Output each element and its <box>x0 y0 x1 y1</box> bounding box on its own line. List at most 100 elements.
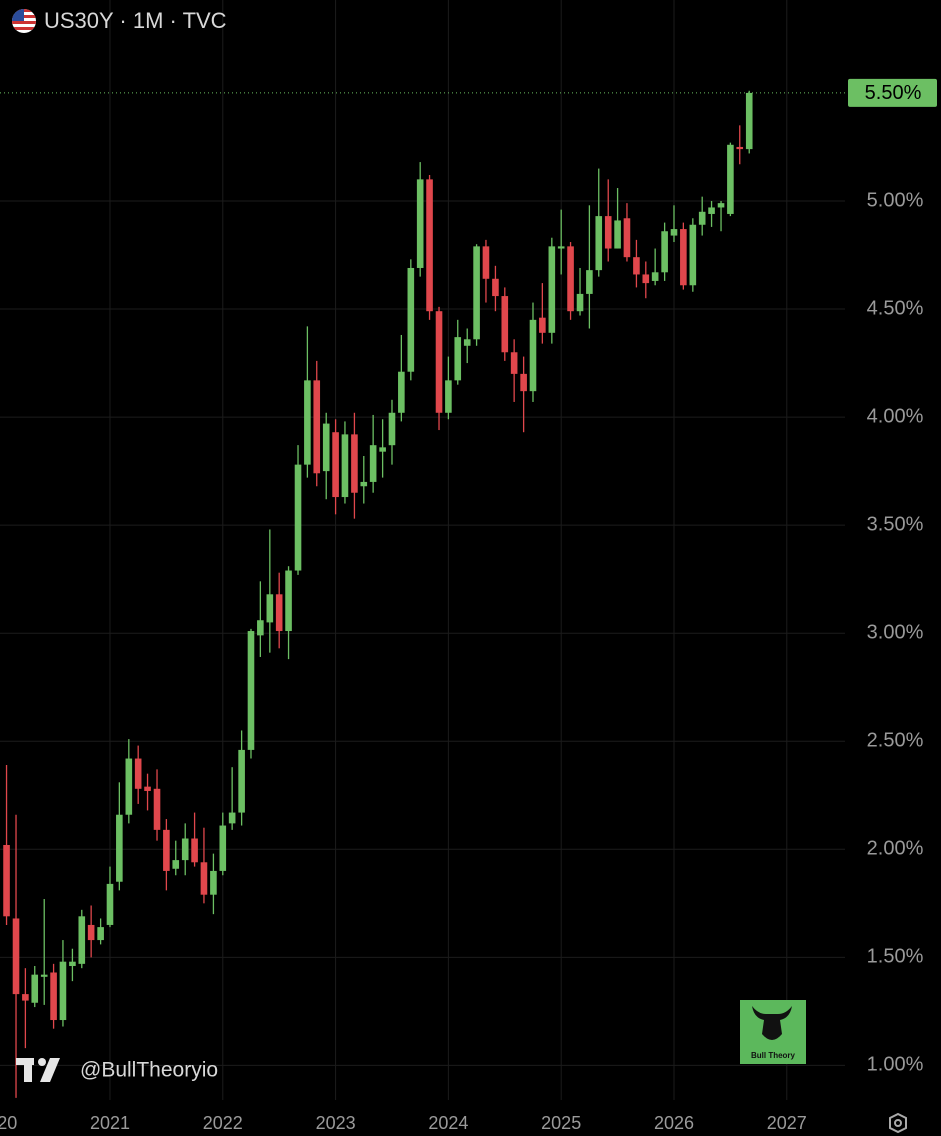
candle-body <box>473 246 480 340</box>
candle-body <box>426 179 433 312</box>
candle-body <box>642 274 650 284</box>
candle-body <box>633 257 640 275</box>
candle-body <box>332 432 339 498</box>
candle-body <box>586 270 593 294</box>
candle-body <box>228 812 236 824</box>
candle-body <box>727 144 734 214</box>
y-tick-label: 1.00% <box>867 1054 924 1076</box>
logo-text: Bull Theory <box>751 1051 796 1060</box>
candle-body <box>604 216 612 249</box>
candle-body <box>40 974 48 977</box>
candle-body <box>125 758 133 815</box>
candle-body <box>745 92 753 150</box>
candle-body <box>275 594 283 632</box>
candle-body <box>285 570 292 632</box>
candle-body <box>445 380 452 413</box>
candle-body <box>539 317 546 333</box>
candle-body <box>520 373 527 392</box>
candle-body <box>69 961 76 967</box>
candle-body <box>12 918 20 995</box>
candle-body <box>651 272 659 281</box>
grid <box>0 0 845 1100</box>
candle-body <box>736 146 744 150</box>
candle-body <box>266 594 274 623</box>
x-tick-label: 2027 <box>767 1113 807 1133</box>
candle-body <box>181 838 189 861</box>
x-tick-label: 2025 <box>541 1113 581 1133</box>
candle-body <box>144 786 151 791</box>
chart-title: US30Y · 1M · TVC <box>44 8 227 33</box>
candle-body <box>576 293 584 312</box>
watermark: @BullTheoryio <box>80 1059 218 1082</box>
settings-icon[interactable] <box>889 1112 907 1134</box>
candle-body <box>191 838 198 863</box>
x-tick-label: 2021 <box>90 1113 130 1133</box>
candle-body <box>689 224 697 286</box>
last-price-tag <box>848 78 937 107</box>
candle-body <box>454 337 462 381</box>
candle-body <box>670 229 678 236</box>
candle-body <box>31 974 39 1003</box>
candle-body <box>341 434 349 498</box>
candle-body <box>548 246 556 333</box>
candle-body <box>322 423 330 472</box>
candle-body <box>313 380 321 474</box>
candle-body <box>50 972 57 1021</box>
y-tick-label: 4.50% <box>867 297 924 319</box>
candle-body <box>87 924 95 941</box>
candle-body <box>435 311 443 413</box>
tradingview-logo <box>16 1058 60 1082</box>
candle-body <box>200 862 208 895</box>
candle-body <box>557 246 565 249</box>
candle-body <box>106 883 114 925</box>
candle-body <box>59 961 67 1021</box>
candle-body <box>463 339 471 346</box>
candle-body <box>360 481 368 487</box>
candle-body <box>567 246 574 312</box>
candle-body <box>388 412 396 446</box>
candle-body <box>351 434 358 493</box>
candle-body <box>257 620 264 636</box>
candle-body <box>294 464 302 571</box>
x-tick-label: 2023 <box>316 1113 356 1133</box>
candle-body <box>116 814 123 882</box>
x-tick-label: 2024 <box>428 1113 468 1133</box>
candle-body <box>529 319 537 392</box>
candle-body <box>623 218 631 258</box>
candle-body <box>22 994 29 1001</box>
y-tick-label: 1.50% <box>867 946 924 968</box>
candle-body <box>492 278 499 297</box>
y-tick-label: 2.00% <box>867 838 924 860</box>
y-tick-label: 4.00% <box>867 405 924 427</box>
candle-body <box>78 916 86 964</box>
candle-body <box>614 220 621 249</box>
candle-body <box>717 203 725 208</box>
candle-body <box>482 246 490 279</box>
candle-body <box>680 229 687 286</box>
candle-body <box>407 267 415 372</box>
candle-body <box>219 825 227 871</box>
y-tick-label: 3.50% <box>867 513 924 535</box>
candle-body <box>247 631 255 750</box>
y-tick-label: 3.00% <box>867 621 924 643</box>
candles <box>3 90 753 1098</box>
candle-body <box>153 788 161 830</box>
candle-body <box>661 231 668 273</box>
flag-icon <box>12 9 36 33</box>
y-tick-label: 2.50% <box>867 730 924 752</box>
candle-body <box>238 749 245 813</box>
last-price-label: 5.50% <box>865 82 922 104</box>
candle-body <box>304 380 311 465</box>
candle-body <box>97 927 104 941</box>
candle-body <box>398 371 405 413</box>
candle-body <box>210 870 217 895</box>
candle-body <box>708 207 715 214</box>
x-tick-label: 2026 <box>654 1113 694 1133</box>
bull-theory-logo: Bull Theory <box>740 1000 806 1064</box>
candle-body <box>698 211 706 225</box>
y-tick-label: 5.00% <box>867 189 924 211</box>
